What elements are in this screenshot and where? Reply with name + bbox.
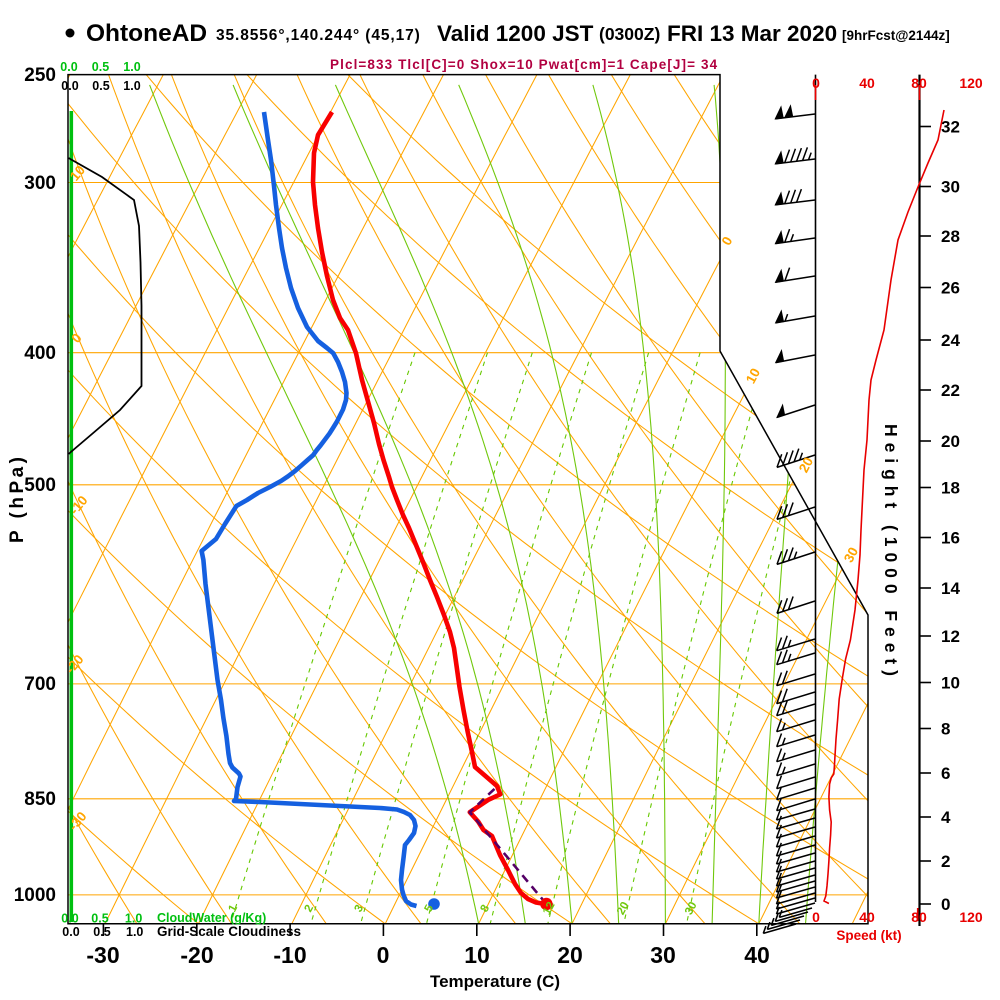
svg-text:1.0: 1.0 [125, 912, 142, 926]
svg-text:28: 28 [941, 227, 960, 246]
svg-text:-10: -10 [273, 942, 306, 968]
svg-text:[9hrFcst@2144z]: [9hrFcst@2144z] [842, 28, 950, 43]
svg-text:120: 120 [959, 75, 983, 91]
svg-text:0.0: 0.0 [61, 79, 78, 93]
svg-text:Speed (kt): Speed (kt) [836, 928, 901, 943]
svg-text:32: 32 [941, 118, 960, 137]
svg-text:80: 80 [911, 75, 927, 91]
svg-text:300: 300 [24, 173, 56, 194]
svg-text:Plcl=833 Tlcl[C]=0 Shox=10 Pwa: Plcl=833 Tlcl[C]=0 Shox=10 Pwat[cm]=1 Ca… [330, 57, 718, 72]
svg-text:Temperature (C): Temperature (C) [430, 972, 560, 991]
svg-text:0.5: 0.5 [92, 60, 109, 74]
svg-text:400: 400 [24, 343, 56, 364]
svg-text:0: 0 [812, 909, 820, 925]
svg-text:30: 30 [841, 545, 861, 565]
svg-text:20: 20 [615, 900, 632, 917]
svg-text:0: 0 [941, 895, 950, 914]
svg-text:1.0: 1.0 [123, 60, 140, 74]
svg-text:0.5: 0.5 [91, 912, 108, 926]
svg-text:22: 22 [941, 381, 960, 400]
svg-text:10: 10 [941, 674, 960, 693]
svg-text:0.0: 0.0 [61, 912, 78, 926]
svg-text:14: 14 [941, 579, 960, 598]
svg-text:20: 20 [557, 942, 583, 968]
svg-text:-30: -30 [86, 942, 119, 968]
svg-text:26: 26 [941, 279, 960, 298]
svg-text:0.5: 0.5 [92, 79, 109, 93]
svg-text:10: 10 [67, 163, 88, 184]
svg-text:CloudWater (g/Kg): CloudWater (g/Kg) [157, 911, 266, 925]
svg-text:5: 5 [423, 902, 437, 914]
svg-text:-20: -20 [180, 942, 213, 968]
svg-text:0.5: 0.5 [93, 925, 110, 939]
svg-text:OhtoneAD: OhtoneAD [86, 20, 207, 47]
svg-text:1.0: 1.0 [126, 925, 143, 939]
svg-text:8: 8 [479, 902, 493, 914]
svg-text:(0300Z): (0300Z) [599, 24, 660, 44]
svg-text:1.0: 1.0 [123, 79, 140, 93]
svg-text:40: 40 [744, 942, 770, 968]
svg-text:8: 8 [941, 720, 950, 739]
svg-text:2: 2 [303, 903, 317, 914]
svg-text:30: 30 [650, 942, 676, 968]
svg-text:6: 6 [941, 764, 950, 783]
svg-text:16: 16 [941, 529, 960, 548]
svg-text:12: 12 [541, 900, 558, 917]
svg-text:Grid-Scale Cloudiness: Grid-Scale Cloudiness [157, 924, 301, 939]
svg-text:12: 12 [941, 627, 960, 646]
svg-text:1000: 1000 [14, 885, 56, 906]
svg-text:4: 4 [941, 808, 951, 827]
svg-text:850: 850 [24, 789, 56, 810]
svg-text:30: 30 [941, 178, 960, 197]
svg-text:0.0: 0.0 [62, 925, 79, 939]
svg-text:30: 30 [683, 900, 700, 917]
svg-text:0: 0 [812, 75, 820, 91]
svg-text:40: 40 [859, 909, 875, 925]
svg-text:1: 1 [227, 902, 241, 914]
svg-text:2: 2 [941, 852, 950, 871]
svg-text:20: 20 [796, 455, 816, 475]
svg-text:80: 80 [911, 909, 927, 925]
svg-text:Valid 1200 JST: Valid 1200 JST [437, 21, 594, 46]
svg-text:500: 500 [24, 475, 56, 496]
svg-text:35.8556°,140.244° (45,17): 35.8556°,140.244° (45,17) [216, 27, 421, 44]
svg-text:20: 20 [941, 432, 960, 451]
svg-text:FRI 13 Mar 2020: FRI 13 Mar 2020 [667, 21, 837, 46]
svg-text:3: 3 [353, 903, 367, 914]
svg-text:10: 10 [743, 366, 763, 386]
svg-text:120: 120 [959, 909, 983, 925]
svg-text:250: 250 [24, 65, 56, 86]
svg-text:0: 0 [377, 942, 390, 968]
svg-text:10: 10 [464, 942, 490, 968]
svg-text:24: 24 [941, 331, 960, 350]
svg-text:700: 700 [24, 674, 56, 695]
svg-text:18: 18 [941, 479, 960, 498]
svg-text:40: 40 [859, 75, 875, 91]
svg-text:0.0: 0.0 [60, 60, 77, 74]
